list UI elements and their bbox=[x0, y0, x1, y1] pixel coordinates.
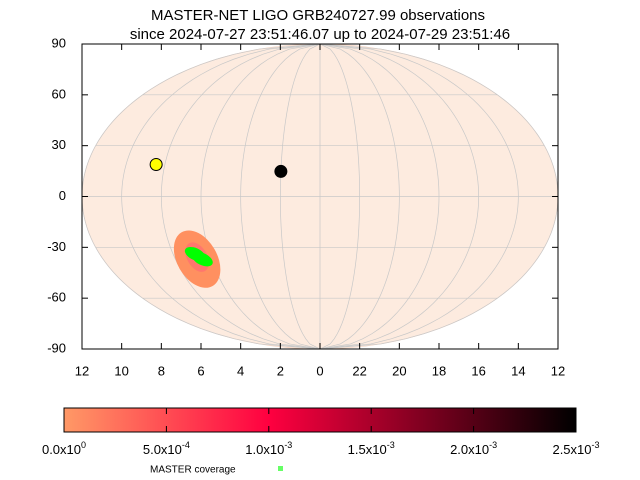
source-point bbox=[274, 164, 288, 178]
x-tick-label: 14 bbox=[511, 363, 525, 378]
y-tick-label: 60 bbox=[52, 86, 66, 101]
y-tick-label: 30 bbox=[52, 137, 66, 152]
grid-line bbox=[319, 43, 361, 350]
colorbar-tick-label: 5.0x10-4 bbox=[143, 440, 190, 457]
colorbar-tick-exponent: 0 bbox=[81, 440, 86, 450]
x-tick-label: 8 bbox=[158, 363, 165, 378]
grid-line bbox=[319, 43, 400, 350]
grid-line bbox=[160, 43, 321, 350]
colorbar-tick-mantissa: 0.0x10 bbox=[42, 442, 81, 457]
x-tick-label: 10 bbox=[114, 363, 128, 378]
y-tick-label: -30 bbox=[47, 239, 66, 254]
x-tick-label: 12 bbox=[551, 363, 565, 378]
y-tick-label: -60 bbox=[47, 290, 66, 305]
chart-subtitle: since 2024-07-27 23:51:46.07 up to 2024-… bbox=[130, 26, 510, 43]
legend-swatch bbox=[278, 466, 283, 471]
colorbar-tick-label: 1.0x10-3 bbox=[245, 440, 292, 457]
x-tick-label: 4 bbox=[237, 363, 244, 378]
colorbar-tick-mantissa: 2.5x10 bbox=[552, 442, 591, 457]
grid-line bbox=[319, 43, 519, 350]
colorbar-tick-exponent: -4 bbox=[182, 440, 190, 450]
y-tick-label: -90 bbox=[47, 340, 66, 355]
colorbar-tick-mantissa: 2.0x10 bbox=[450, 442, 489, 457]
grid-line bbox=[319, 43, 440, 350]
colorbar-tick-exponent: -3 bbox=[387, 440, 395, 450]
chart-title: MASTER-NET LIGO GRB240727.99 observation… bbox=[151, 7, 485, 24]
x-tick-label: 6 bbox=[197, 363, 204, 378]
colorbar bbox=[63, 407, 577, 433]
x-tick-label: 18 bbox=[432, 363, 446, 378]
y-tick-label: 90 bbox=[52, 35, 66, 50]
colorbar-tick-exponent: -3 bbox=[489, 440, 497, 450]
x-tick-label: 0 bbox=[316, 363, 323, 378]
x-tick-label: 16 bbox=[471, 363, 485, 378]
colorbar-tick-label: 2.5x10-3 bbox=[552, 440, 599, 457]
colorbar-tick-label: 1.5x10-3 bbox=[348, 440, 395, 457]
colorbar-tick-exponent: -3 bbox=[592, 440, 600, 450]
x-tick-label: 12 bbox=[75, 363, 89, 378]
colorbar-tick-mantissa: 5.0x10 bbox=[143, 442, 182, 457]
source-point bbox=[149, 157, 163, 171]
colorbar-tick-exponent: -3 bbox=[284, 440, 292, 450]
grid-line bbox=[279, 43, 321, 350]
x-tick-label: 22 bbox=[352, 363, 366, 378]
coverage-field bbox=[192, 252, 213, 267]
colorbar-tick-mantissa: 1.0x10 bbox=[245, 442, 284, 457]
grid-line bbox=[240, 43, 321, 350]
colorbar-tick-label: 0.0x100 bbox=[42, 440, 86, 457]
colorbar-tick-label: 2.0x10-3 bbox=[450, 440, 497, 457]
colorbar-tick-mantissa: 1.5x10 bbox=[348, 442, 387, 457]
legend-label: MASTER coverage bbox=[150, 465, 236, 476]
x-tick-label: 2 bbox=[277, 363, 284, 378]
grid-line bbox=[319, 43, 480, 350]
y-tick-label: 0 bbox=[59, 188, 66, 203]
grid-line bbox=[121, 43, 321, 350]
grid-line bbox=[200, 43, 321, 350]
x-tick-label: 20 bbox=[392, 363, 406, 378]
